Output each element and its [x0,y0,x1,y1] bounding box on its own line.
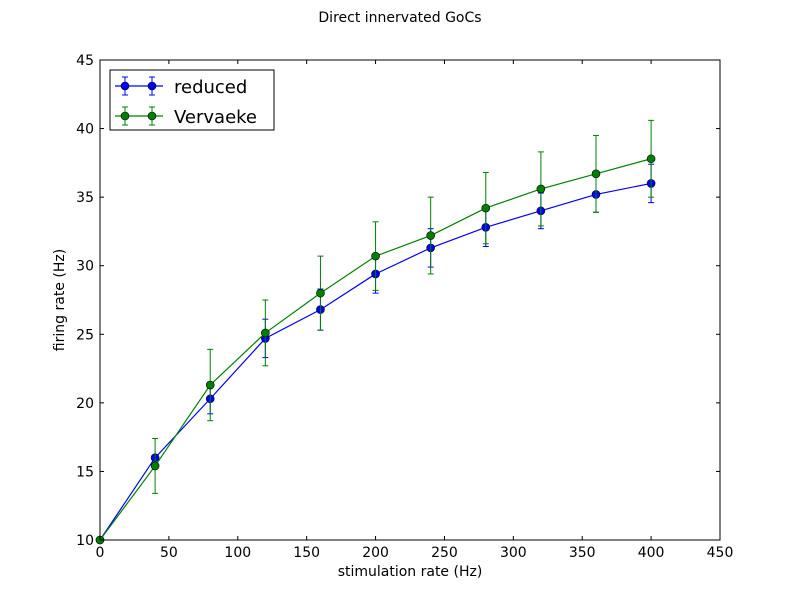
axes-frame [99,59,721,541]
legend-item-reduced: reduced [115,76,247,98]
legend-marker [120,111,130,121]
y-tick-label: 25 [76,327,94,343]
legend-label: Vervaeke [174,107,257,128]
data-point [261,328,270,338]
y-tick-label: 30 [76,259,94,275]
data-point [646,154,656,164]
x-tick-label: 300 [500,545,527,561]
data-point [591,169,601,179]
data-point [536,184,546,194]
data-point [150,461,160,471]
y-tick-label: 40 [76,122,94,138]
legend-item-vervaeke: Vervaeke [115,106,257,128]
x-tick-label: 0 [96,545,105,561]
x-tick-label: 100 [224,545,251,561]
data-point [371,251,380,261]
legend-marker [147,111,157,121]
legend: reduced Vervaeke [109,69,275,131]
data-point [426,231,435,240]
y-axis-label: firing rate (Hz) [52,249,68,351]
data-point [316,288,325,298]
y-tick-label: 35 [76,190,94,206]
x-tick-label: 50 [160,545,178,561]
ticks-layer: 0 50 100 150 200 250 300 350 400 450 10 15 20 25 30 35 4… [76,53,733,561]
y-tick-label: 10 [76,533,94,549]
x-tick-label: 150 [293,545,320,561]
legend-marker [147,81,157,91]
series-layer [95,119,656,545]
x-tick-label: 400 [638,545,665,561]
legend-box [109,69,275,131]
chart-title: Direct innervated GoCs [318,10,482,26]
y-tick-label: 15 [76,464,94,480]
series-line [99,158,652,541]
legend-label: reduced [174,77,247,98]
data-point [205,380,215,390]
x-tick-label: 200 [362,545,389,561]
series-reduced [95,163,656,545]
x-tick-label: 250 [431,545,458,561]
series-vervaeke [95,119,656,545]
y-tick-label: 20 [76,396,94,412]
data-point [481,203,491,213]
x-tick-label: 350 [569,545,596,561]
legend-marker [120,81,130,91]
x-axis-label: stimulation rate (Hz) [338,564,483,580]
x-tick-label: 450 [707,545,734,561]
y-tick-label: 45 [76,53,94,69]
